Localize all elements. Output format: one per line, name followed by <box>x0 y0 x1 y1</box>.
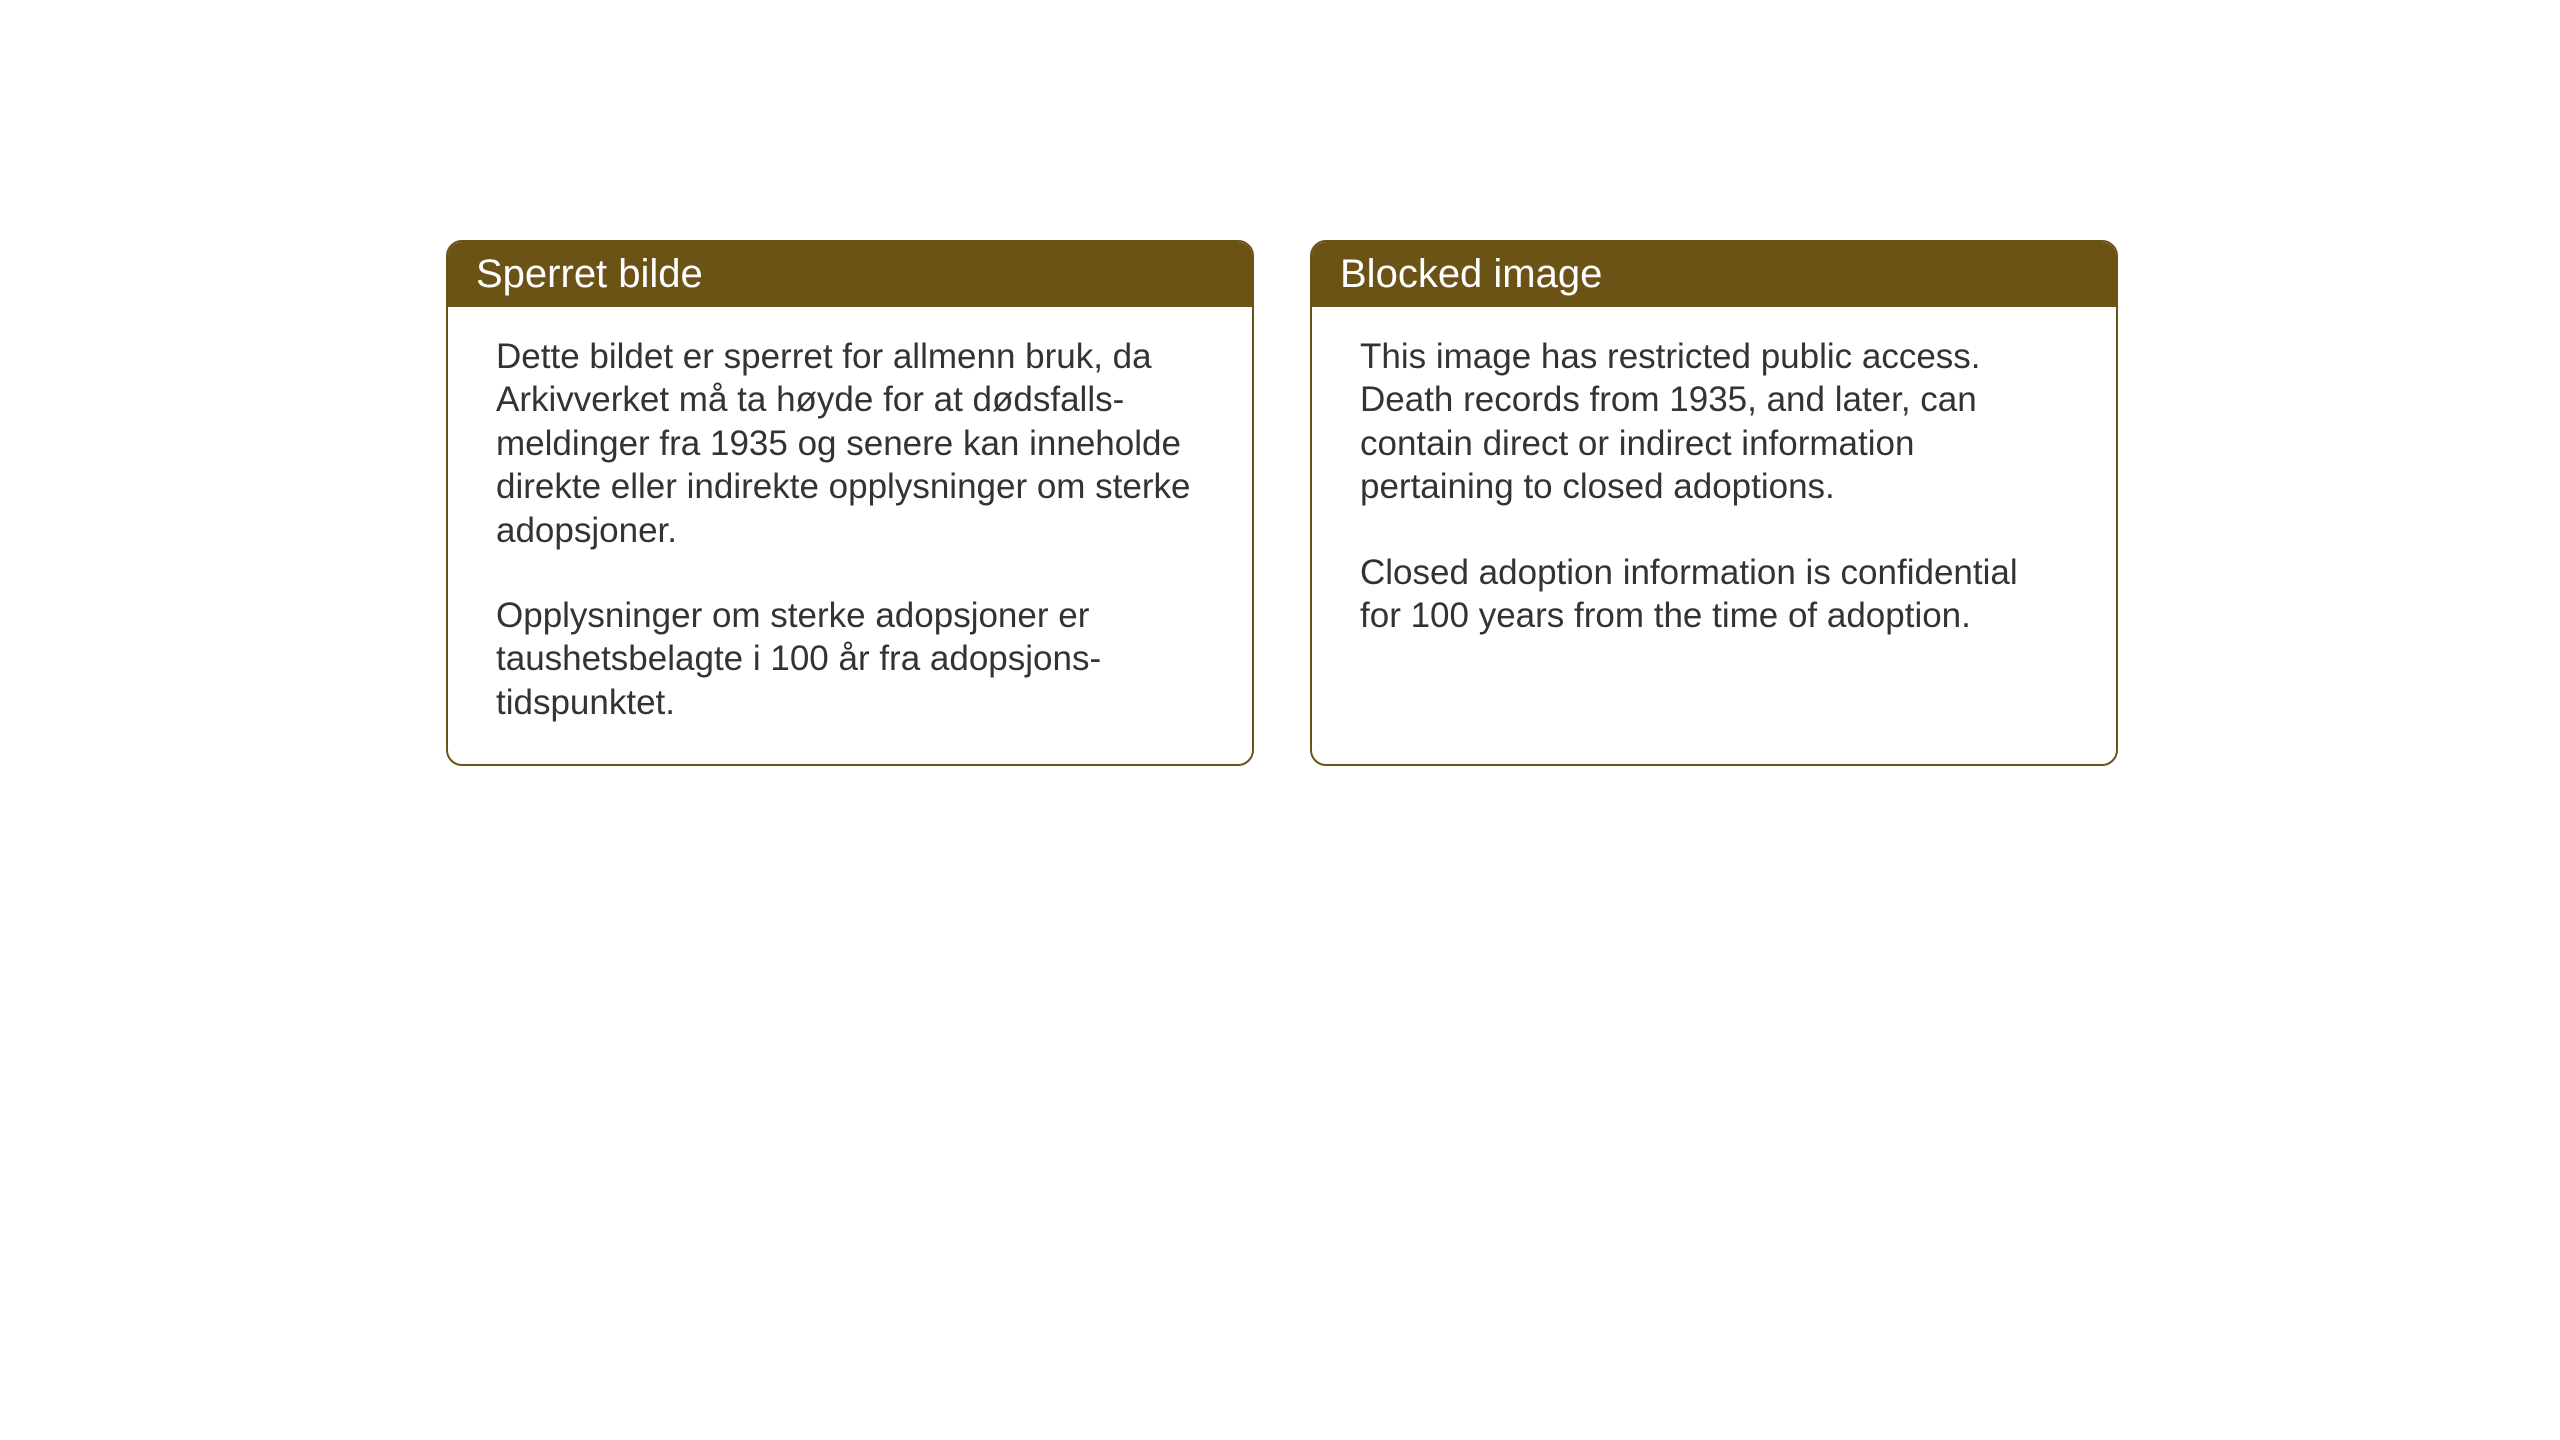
notice-card-english: Blocked image This image has restricted … <box>1310 240 2118 766</box>
notice-paragraph-1-en: This image has restricted public access.… <box>1360 335 2068 509</box>
notice-card-norwegian: Sperret bilde Dette bildet er sperret fo… <box>446 240 1254 766</box>
notice-paragraph-2-no: Opplysninger om sterke adopsjoner er tau… <box>496 594 1204 724</box>
notice-paragraph-1-no: Dette bildet er sperret for allmenn bruk… <box>496 335 1204 552</box>
notice-paragraph-2-en: Closed adoption information is confident… <box>1360 551 2068 638</box>
card-header-english: Blocked image <box>1312 242 2116 307</box>
notice-container: Sperret bilde Dette bildet er sperret fo… <box>446 240 2118 766</box>
card-body-norwegian: Dette bildet er sperret for allmenn bruk… <box>448 307 1252 764</box>
card-body-english: This image has restricted public access.… <box>1312 307 2116 677</box>
card-header-norwegian: Sperret bilde <box>448 242 1252 307</box>
